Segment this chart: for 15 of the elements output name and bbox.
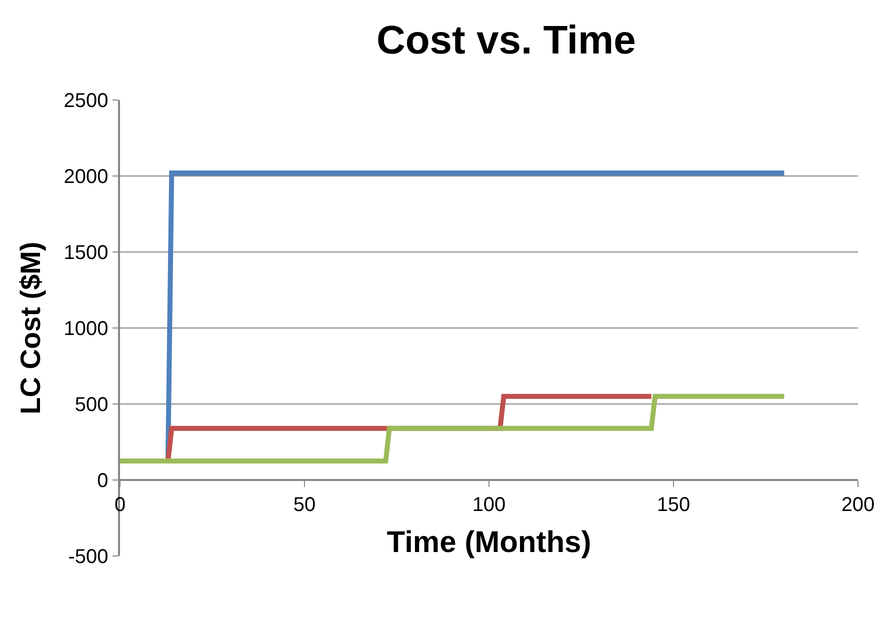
y-tick-label: 2500 [64,90,108,112]
x-tick-label: 100 [472,494,506,516]
x-tick-label: 50 [293,494,316,516]
x-tick-label: 200 [841,494,875,516]
y-axis-title: LC Cost ($M) [14,242,46,414]
y-tick-label: 1500 [64,242,108,264]
x-tick-label: 150 [656,494,690,516]
y-tick-label: 1000 [64,318,108,340]
y-tick-label: 2000 [64,166,108,188]
y-tick-label: 0 [97,470,108,492]
x-tick-label: 0 [114,494,126,516]
chart-title: Cost vs. Time [376,18,636,62]
y-tick-label: -500 [68,546,108,568]
x-axis-title: Time (Months) [386,526,592,559]
y-tick-label: 500 [74,394,108,416]
